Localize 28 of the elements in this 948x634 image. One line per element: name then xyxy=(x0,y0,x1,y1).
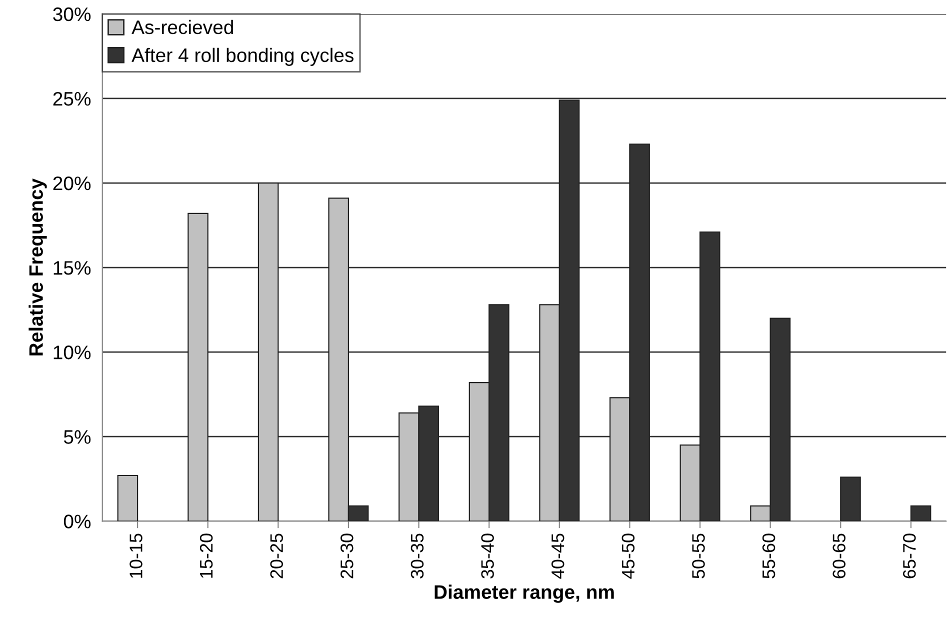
x-tick-label: 35-40 xyxy=(481,534,494,578)
bar xyxy=(188,212,208,522)
x-tick-label: 10-15 xyxy=(130,534,142,578)
x-tick-label: 45-50 xyxy=(622,534,635,579)
bar xyxy=(117,474,138,522)
bar xyxy=(840,476,861,522)
y-tick-label: 25% xyxy=(53,92,91,106)
y-tick-label: 20% xyxy=(53,176,91,190)
x-tick-label: 40-45 xyxy=(551,534,564,579)
x-tick-label: 50-55 xyxy=(692,534,705,578)
y-tick-label: 10% xyxy=(54,346,91,360)
x-tick-label: 55-60 xyxy=(762,534,776,578)
x-tick-label: 30-35 xyxy=(410,534,424,578)
x-tick-label: 65-70 xyxy=(903,534,916,578)
bar xyxy=(258,182,279,522)
x-tick-label: 60-65 xyxy=(832,534,846,578)
y-axis-title: Relative Frequency xyxy=(28,178,47,356)
y-tick-label: 0% xyxy=(64,514,91,528)
x-tick-label: 20-25 xyxy=(270,534,284,578)
legend-label: As-recieved xyxy=(132,20,233,34)
y-tick-label: 30% xyxy=(53,7,91,22)
y-tick-label: 15% xyxy=(54,261,91,275)
legend-label: After 4 roll bonding cycles xyxy=(132,48,354,66)
y-tick-label: 5% xyxy=(64,430,91,444)
bar xyxy=(910,505,932,522)
x-tick-label: 15-20 xyxy=(200,534,213,578)
x-axis-title: Diameter range, nm xyxy=(434,584,614,603)
x-tick-label: 25-30 xyxy=(340,534,354,578)
